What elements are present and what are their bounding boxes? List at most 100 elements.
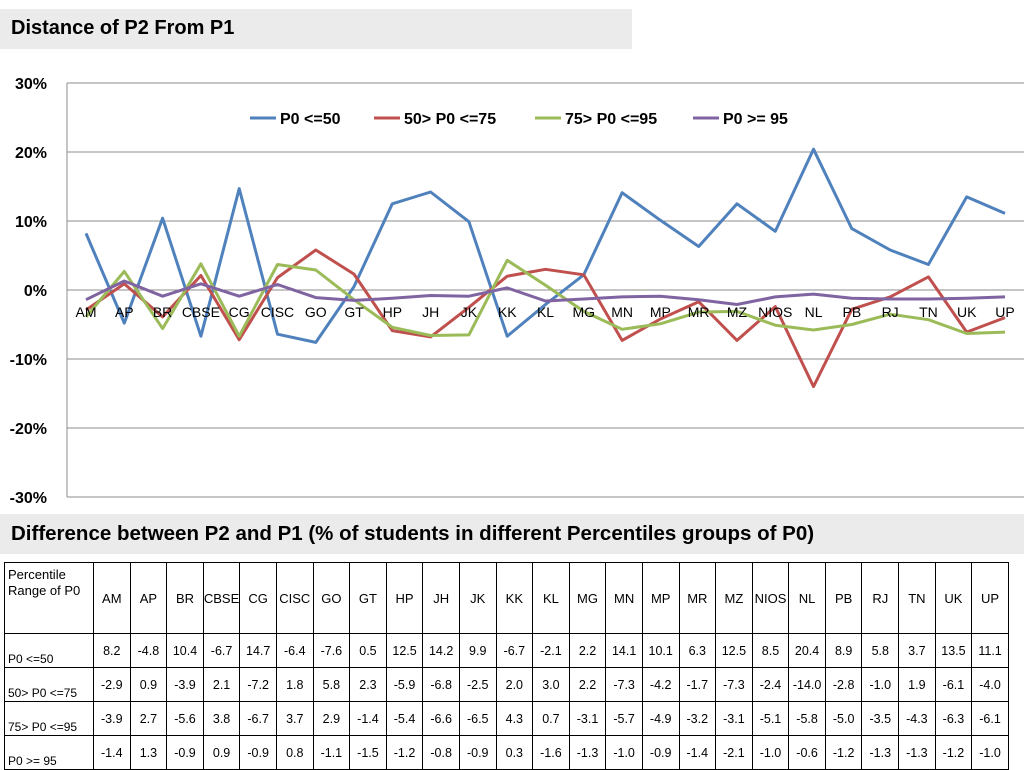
table-cell: -0.6 xyxy=(788,735,826,770)
x-tick-label: GO xyxy=(305,304,327,320)
table-column-header: JH xyxy=(422,562,460,634)
table-column-header: CBSE xyxy=(202,562,241,634)
x-tick-label: BR xyxy=(153,304,172,320)
x-tick-label: GT xyxy=(344,304,364,320)
table-cell: -6.1 xyxy=(934,667,973,702)
table-cell: 12.5 xyxy=(385,633,424,668)
table-cell: -3.1 xyxy=(568,701,607,736)
chart-title: Distance of P2 From P1 xyxy=(11,17,235,39)
table-cell: -5.0 xyxy=(824,701,863,736)
x-tick-label: MN xyxy=(611,304,633,320)
table-cell: -2.8 xyxy=(824,667,863,702)
table-cell: 0.9 xyxy=(202,735,241,770)
table-cell: 9.9 xyxy=(458,633,497,668)
table-cell: 14.1 xyxy=(605,633,643,668)
table-cell: -6.1 xyxy=(971,701,1009,736)
table-cell: 20.4 xyxy=(788,633,826,668)
table-cell: -6.3 xyxy=(934,701,973,736)
series-line-4 xyxy=(85,279,1006,306)
legend-label: 75> P0 <=95 xyxy=(565,111,657,128)
table-header-label: Percentile Range of P0 xyxy=(4,562,94,634)
table-column-header: KK xyxy=(495,562,534,634)
table-cell: -1.3 xyxy=(898,735,936,770)
y-tick-label: 30% xyxy=(15,76,47,93)
series-line-1 xyxy=(84,147,1006,344)
table-column-header: AM xyxy=(93,562,131,634)
y-tick-label: 10% xyxy=(15,214,47,231)
y-tick-label: 0% xyxy=(24,283,47,300)
table-row: 75> P0 <=95 -3.9 2.7 -5.6 3.8 -6.7 3.7 2.9 -1.4-… xyxy=(4,701,1009,736)
x-tick-label: CISC xyxy=(261,304,294,320)
x-tick-label: MR xyxy=(688,304,710,320)
table-cell: -2.1 xyxy=(715,735,753,770)
table-cell: 10.1 xyxy=(641,633,680,668)
table-cell: -6.5 xyxy=(458,701,497,736)
x-tick-label: UK xyxy=(957,304,977,320)
table-column-header: AP xyxy=(129,562,168,634)
table-cell: -0.9 xyxy=(458,735,497,770)
table-column-header: MR xyxy=(678,562,717,634)
legend-label: P0 <=50 xyxy=(280,111,341,128)
table-cell: -1.2 xyxy=(385,735,424,770)
table-cell: 2.2 xyxy=(568,667,607,702)
table-cell: -1.0 xyxy=(861,667,900,702)
x-tick-label: MZ xyxy=(727,304,748,320)
table-cell: -1.0 xyxy=(605,735,643,770)
table-cell: -6.7 xyxy=(239,701,277,736)
table-cell: 2.3 xyxy=(349,667,387,702)
table-column-header: UK xyxy=(934,562,973,634)
table-cell: -0.9 xyxy=(239,735,277,770)
table-row-label: 75> P0 <=95 xyxy=(4,701,94,736)
table-row-label: P0 >= 95 xyxy=(4,735,94,770)
table-cell: 3.0 xyxy=(532,667,570,702)
table-cell: -5.1 xyxy=(751,701,790,736)
table-cell: -7.3 xyxy=(715,667,753,702)
table-cell: -5.6 xyxy=(166,701,204,736)
table-column-header: TN xyxy=(898,562,936,634)
x-tick-label: AM xyxy=(76,304,97,320)
table-cell: 0.5 xyxy=(349,633,387,668)
table-cell: 8.2 xyxy=(93,633,131,668)
table-column-header: MG xyxy=(568,562,607,634)
x-tick-label: UP xyxy=(995,304,1014,320)
table-cell: 3.7 xyxy=(898,633,936,668)
table-header-row: Percentile Range of P0 AM AP BR CBSE CG CISC GO… xyxy=(4,562,1009,634)
table-cell: -5.7 xyxy=(605,701,643,736)
table-cell: -2.4 xyxy=(751,667,790,702)
table-cell: 14.2 xyxy=(422,633,460,668)
table-cell: 3.8 xyxy=(202,701,241,736)
table-column-header: PB xyxy=(824,562,863,634)
x-tick-label: MP xyxy=(650,304,671,320)
table-cell: -0.9 xyxy=(641,735,680,770)
legend-label: 50> P0 <=75 xyxy=(404,111,496,128)
table-cell: -4.0 xyxy=(971,667,1009,702)
table-row: 50> P0 <=75 -2.9 0.9 -3.9 2.1 -7.2 1.8 5.8 2.3 -5… xyxy=(4,667,1009,702)
x-tick-label: TN xyxy=(919,304,938,320)
table-column-header: GT xyxy=(349,562,387,634)
table-column-header: NIOS xyxy=(751,562,790,634)
table-cell: 2.2 xyxy=(568,633,607,668)
table-cell: -3.5 xyxy=(861,701,900,736)
x-tick-label: KK xyxy=(498,304,517,320)
x-tick-label: RJ xyxy=(882,304,899,320)
table-cell: 0.3 xyxy=(495,735,534,770)
table-column-header: HP xyxy=(385,562,424,634)
table-cell: -4.3 xyxy=(898,701,936,736)
table-cell: 2.9 xyxy=(312,701,351,736)
table-cell: -7.6 xyxy=(312,633,351,668)
line-chart: -30% -20% -10% 0% 10% 20% 30% AM AP BR CBSE CG CISC G… xyxy=(10,76,1024,507)
table-cell: -6.4 xyxy=(275,633,314,668)
table-column-header: BR xyxy=(166,562,204,634)
table-cell: 10.4 xyxy=(166,633,204,668)
legend-label: P0 >= 95 xyxy=(723,111,788,128)
table-row: P0 <=50 8.2 -4.8 10.4 -6.7 14.7 -6.4 -7.6 0.5 12.… xyxy=(4,633,1009,668)
x-tick-label: MG xyxy=(573,304,596,320)
table-column-header: MN xyxy=(605,562,643,634)
table-cell: -1.1 xyxy=(312,735,351,770)
data-table-wrapper: Percentile Range of P0 AM AP BR CBSE CG CISC GO… xyxy=(4,562,1009,770)
table-cell: -2.1 xyxy=(532,633,570,668)
table-cell: -1.0 xyxy=(971,735,1009,770)
x-tick-label: HP xyxy=(383,304,402,320)
table-cell: -1.4 xyxy=(678,735,717,770)
table-cell: -7.3 xyxy=(605,667,643,702)
